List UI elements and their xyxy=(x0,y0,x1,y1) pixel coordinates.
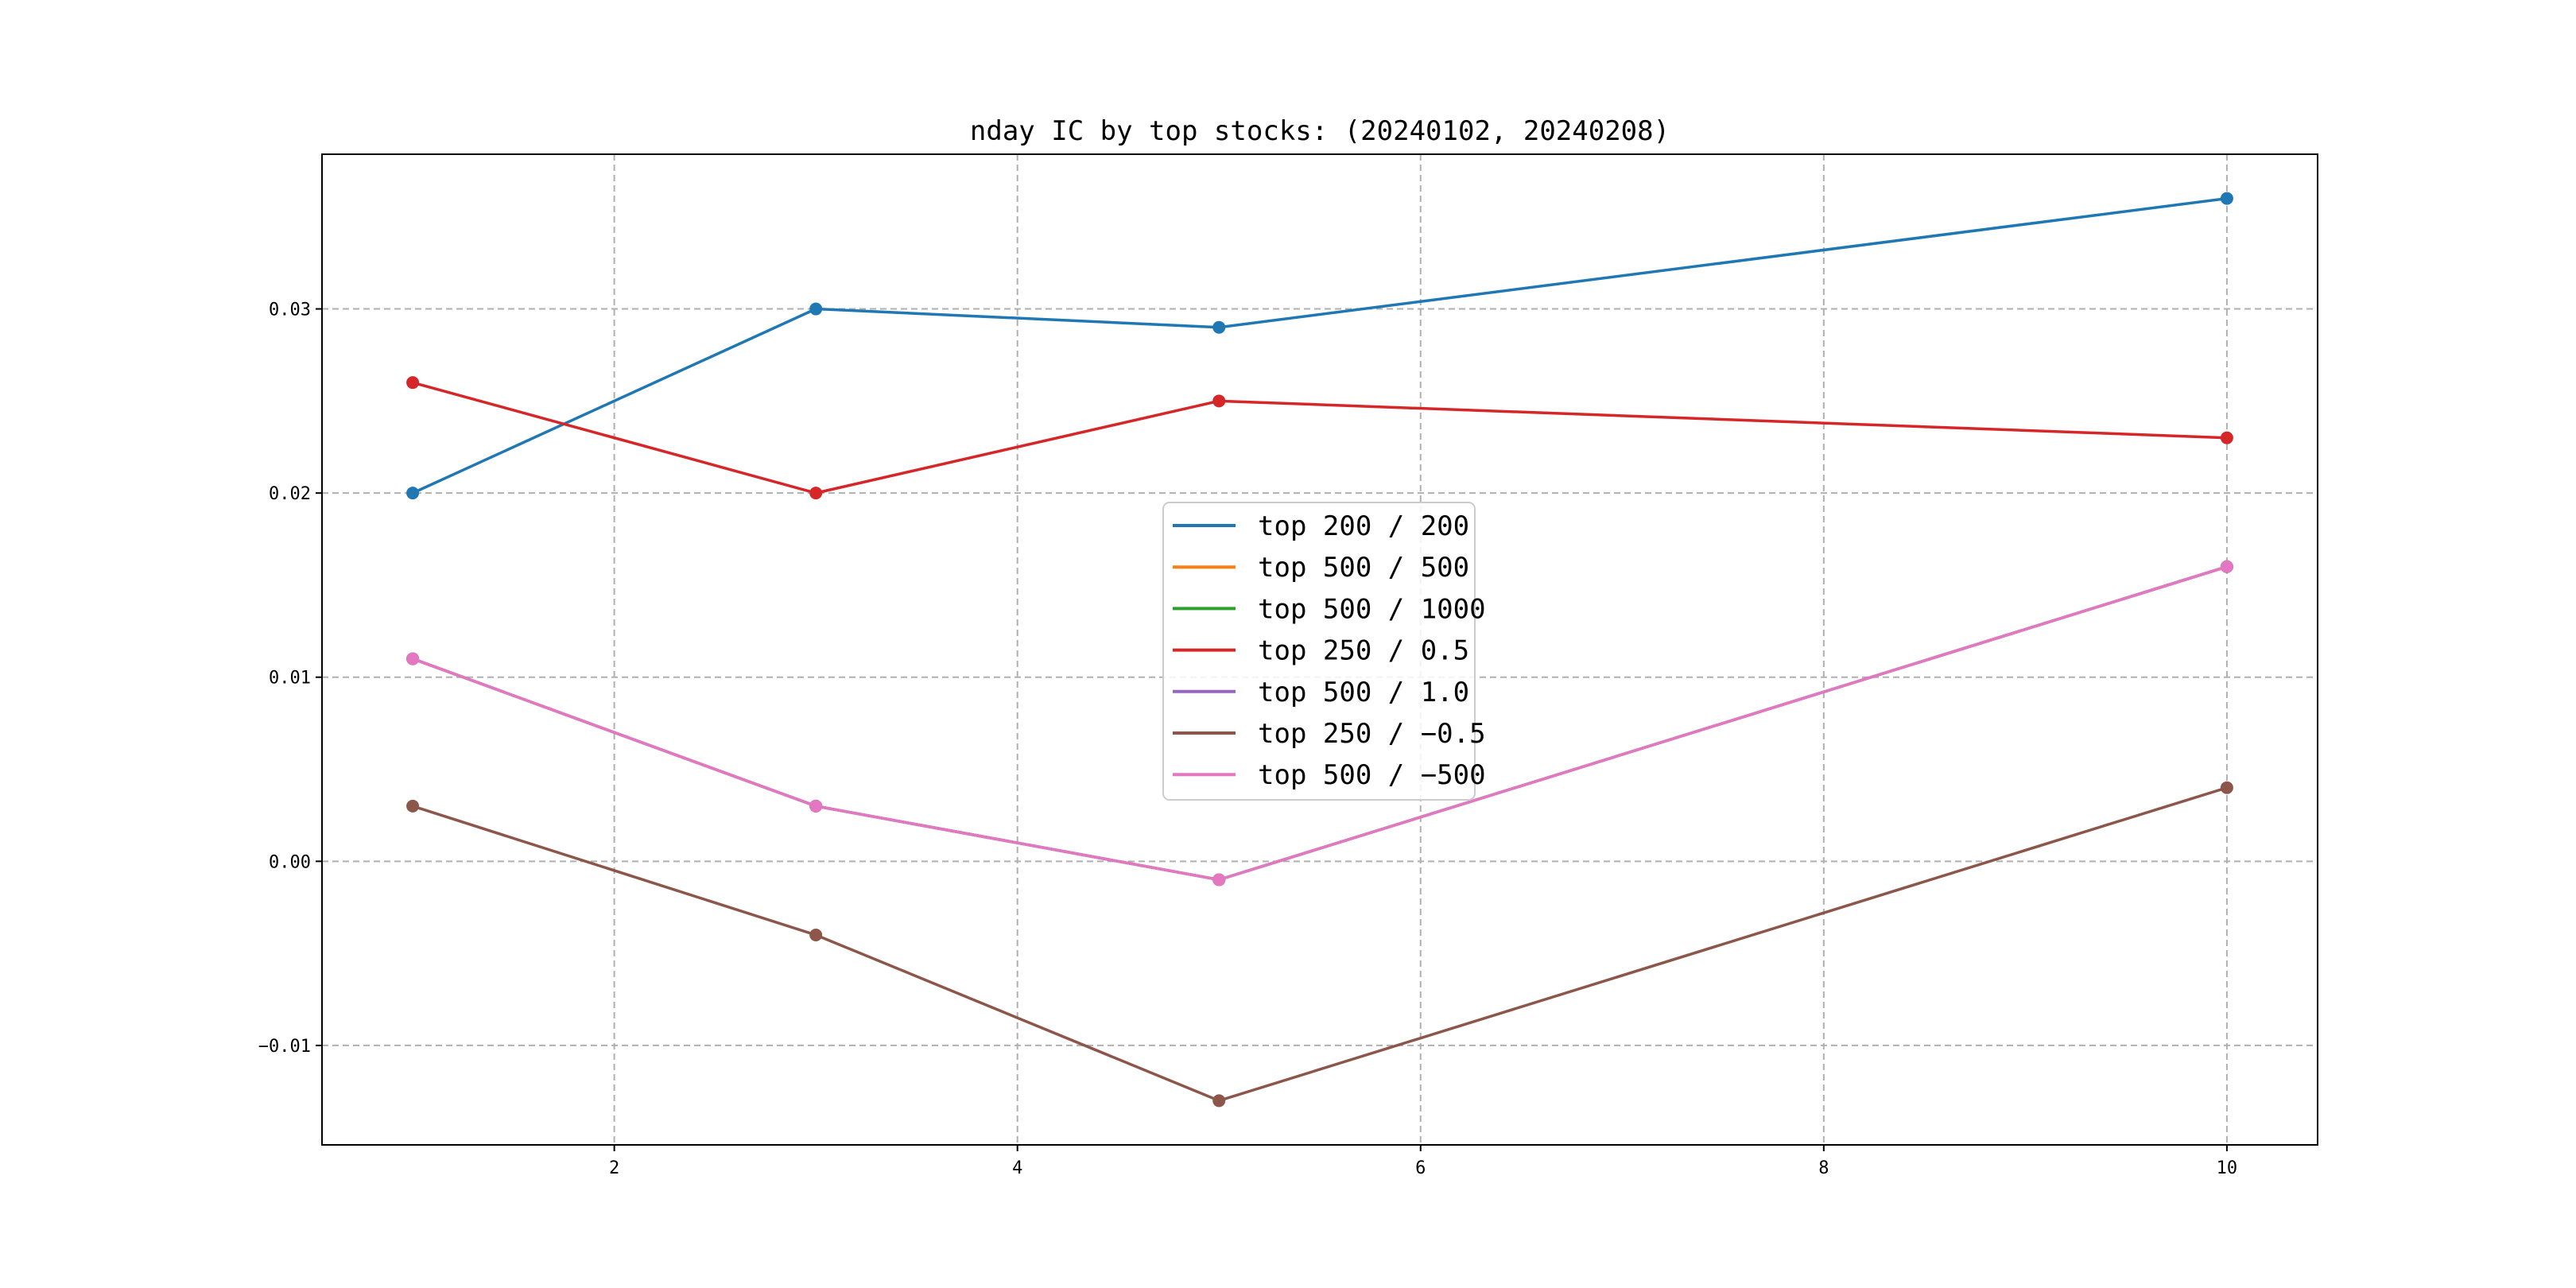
x-tick-label: 8 xyxy=(1818,1158,1829,1178)
legend-label: top 250 / 0.5 xyxy=(1258,635,1469,667)
legend-label: top 500 / −500 xyxy=(1258,759,1486,791)
legend-box xyxy=(1162,502,1476,801)
y-tick-label: 0.01 xyxy=(269,669,311,689)
series-3 xyxy=(406,376,2233,500)
series-6 xyxy=(406,560,2233,886)
series-5 xyxy=(406,781,2233,1108)
legend-label: top 250 / −0.5 xyxy=(1258,718,1486,750)
y-tick-label: 0.03 xyxy=(269,301,311,320)
legend-label: top 500 / 1.0 xyxy=(1258,677,1469,708)
data-point xyxy=(406,487,420,500)
data-point xyxy=(2220,560,2233,573)
y-tick-label: 0.02 xyxy=(269,484,311,504)
data-point xyxy=(1212,1094,1226,1108)
x-tick-label: 2 xyxy=(609,1158,619,1178)
data-point xyxy=(2220,192,2233,205)
data-point xyxy=(1212,320,1226,334)
data-point xyxy=(2220,431,2233,444)
legend-label: top 500 / 1000 xyxy=(1258,593,1486,625)
series-line xyxy=(412,381,2227,495)
data-point xyxy=(406,799,420,813)
series-line xyxy=(412,565,2228,882)
legend-label: top 200 / 200 xyxy=(1258,510,1469,542)
data-point xyxy=(1212,394,1226,408)
y-tick-label: −0.01 xyxy=(258,1037,311,1057)
series-line xyxy=(412,196,2228,495)
data-point xyxy=(406,376,420,390)
x-tick-label: 10 xyxy=(2217,1158,2238,1178)
data-point xyxy=(406,652,420,665)
x-tick-label: 6 xyxy=(1415,1158,1426,1178)
data-point xyxy=(809,799,823,813)
series-line xyxy=(412,786,2228,1103)
data-point xyxy=(2220,781,2233,794)
data-point xyxy=(809,487,823,500)
data-point xyxy=(1212,873,1226,886)
legend: top 200 / 200 top 500 / 500 top 500 / 1000… xyxy=(1162,502,1486,801)
data-point xyxy=(809,928,823,941)
plot-frame xyxy=(321,153,2318,1146)
chart-title: nday IC by top stocks: (20240102, 202402… xyxy=(970,115,1670,147)
legend-label: top 500 / 500 xyxy=(1258,552,1469,584)
y-tick-label: 0.00 xyxy=(269,852,311,872)
x-tick-label: 4 xyxy=(1012,1158,1022,1178)
series-0 xyxy=(406,192,2233,500)
data-point xyxy=(809,302,823,316)
